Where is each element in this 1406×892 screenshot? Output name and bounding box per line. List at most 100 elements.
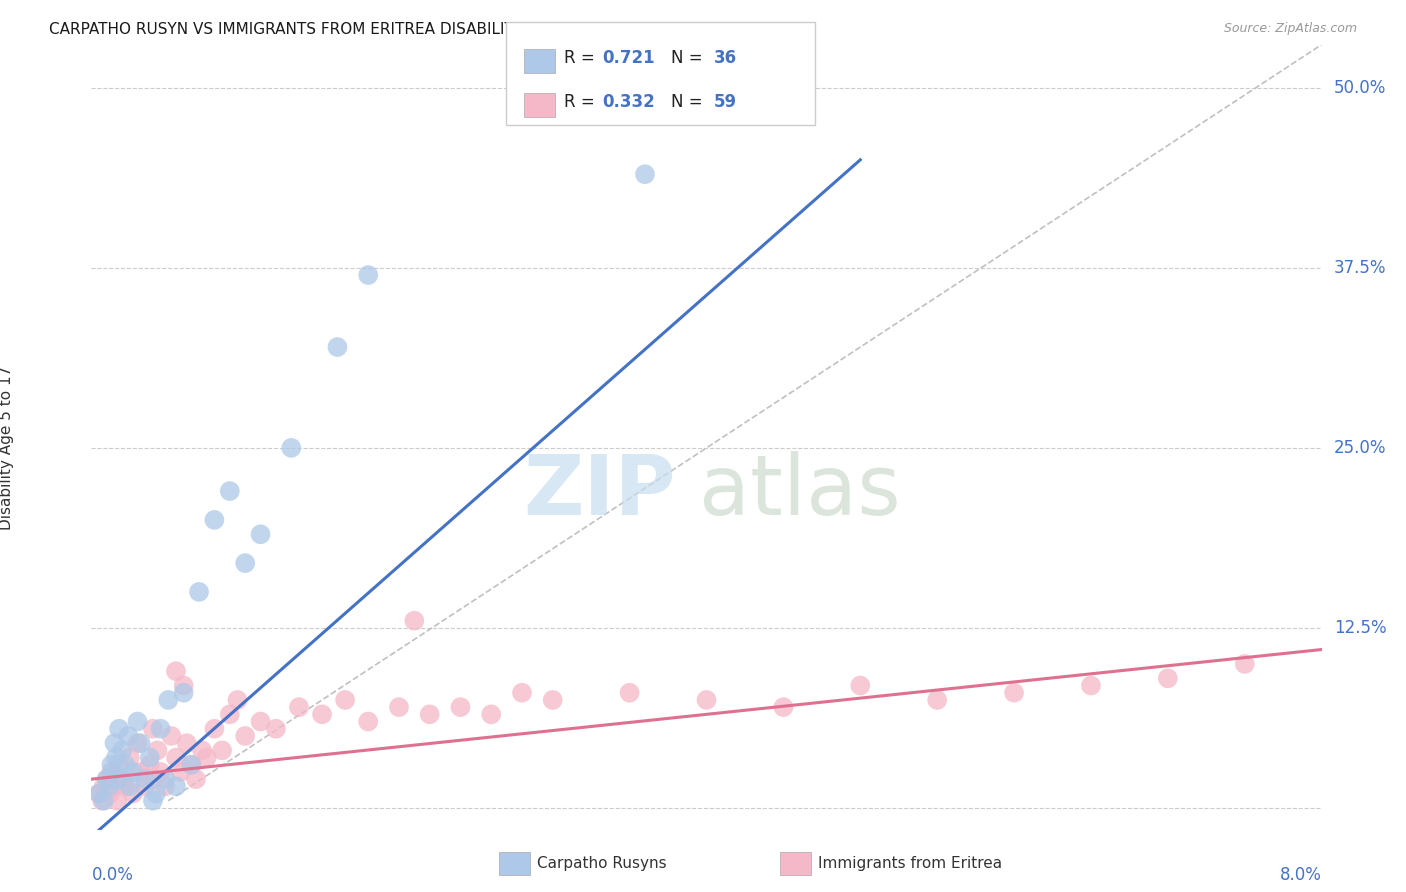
Point <box>195 750 218 764</box>
Point <box>129 736 152 750</box>
Point <box>1233 657 1256 671</box>
Point <box>114 780 136 794</box>
Point <box>93 780 115 794</box>
Point <box>153 772 177 786</box>
Point <box>695 693 717 707</box>
Text: 0.721: 0.721 <box>602 49 654 67</box>
Point <box>146 743 169 757</box>
Point <box>1002 686 1025 700</box>
Point <box>404 614 426 628</box>
Point <box>100 757 122 772</box>
Point <box>191 743 214 757</box>
Point <box>165 664 187 678</box>
Point <box>111 772 134 786</box>
Point <box>165 780 187 794</box>
Point <box>202 513 225 527</box>
Point <box>165 750 187 764</box>
Point <box>157 693 180 707</box>
Point <box>634 167 657 181</box>
Point <box>249 714 271 729</box>
Text: Source: ZipAtlas.com: Source: ZipAtlas.com <box>1223 22 1357 36</box>
Point <box>311 707 333 722</box>
Point <box>249 527 271 541</box>
Point <box>107 794 129 808</box>
Point <box>1080 679 1102 693</box>
Point <box>96 772 118 786</box>
Point <box>139 750 162 764</box>
Point <box>142 794 165 808</box>
Text: N =: N = <box>671 93 707 111</box>
Point <box>127 736 149 750</box>
Point <box>108 757 131 772</box>
Text: 36: 36 <box>714 49 737 67</box>
Text: 8.0%: 8.0% <box>1279 865 1322 884</box>
Point <box>117 729 139 743</box>
Point <box>98 787 121 801</box>
Point <box>510 686 533 700</box>
Point <box>139 757 162 772</box>
Point <box>122 764 145 779</box>
Point <box>202 722 225 736</box>
Point <box>357 268 380 282</box>
Point <box>180 757 202 772</box>
Point <box>288 700 311 714</box>
Text: Carpatho Rusyns: Carpatho Rusyns <box>537 856 666 871</box>
Point <box>173 686 195 700</box>
Point <box>233 556 256 570</box>
Point <box>927 693 949 707</box>
Point <box>280 441 302 455</box>
Point <box>142 772 165 786</box>
Point <box>184 772 207 786</box>
Text: CARPATHO RUSYN VS IMMIGRANTS FROM ERITREA DISABILITY AGE 5 TO 17 CORRELATION CHA: CARPATHO RUSYN VS IMMIGRANTS FROM ERITRE… <box>49 22 794 37</box>
Point <box>103 780 125 794</box>
Point <box>160 729 183 743</box>
Text: N =: N = <box>671 49 707 67</box>
Point <box>226 693 249 707</box>
Point <box>91 794 114 808</box>
Point <box>127 714 149 729</box>
Text: 50.0%: 50.0% <box>1334 78 1386 97</box>
Text: R =: R = <box>564 93 600 111</box>
Point <box>333 693 356 707</box>
Point <box>105 750 127 764</box>
Point <box>772 700 794 714</box>
Point <box>169 764 191 779</box>
Point <box>180 757 202 772</box>
Point <box>173 679 195 693</box>
Point <box>134 780 156 794</box>
Text: 25.0%: 25.0% <box>1334 439 1386 457</box>
Point <box>87 787 110 801</box>
Text: 59: 59 <box>714 93 737 111</box>
Point <box>357 714 380 729</box>
Text: 0.0%: 0.0% <box>91 865 134 884</box>
Point <box>103 736 125 750</box>
Point <box>188 585 211 599</box>
Point <box>149 764 172 779</box>
Point <box>111 743 134 757</box>
Point <box>233 729 256 743</box>
Point <box>211 743 233 757</box>
Point <box>479 707 502 722</box>
Point <box>134 772 156 786</box>
Point <box>145 787 167 801</box>
Point <box>93 794 115 808</box>
Text: 37.5%: 37.5% <box>1334 259 1386 277</box>
Point <box>153 780 177 794</box>
Point <box>176 736 198 750</box>
Text: 12.5%: 12.5% <box>1334 619 1386 637</box>
Text: Immigrants from Eritrea: Immigrants from Eritrea <box>818 856 1002 871</box>
Point <box>218 707 240 722</box>
Point <box>129 764 152 779</box>
Point <box>108 722 131 736</box>
Point <box>849 679 872 693</box>
Point <box>1157 671 1180 685</box>
Point <box>107 772 129 786</box>
Text: atlas: atlas <box>699 450 901 532</box>
Text: R =: R = <box>564 49 600 67</box>
Point <box>87 787 110 801</box>
Point <box>101 764 124 779</box>
Point <box>118 780 141 794</box>
Point <box>449 700 471 714</box>
Point <box>419 707 441 722</box>
Point <box>114 757 136 772</box>
